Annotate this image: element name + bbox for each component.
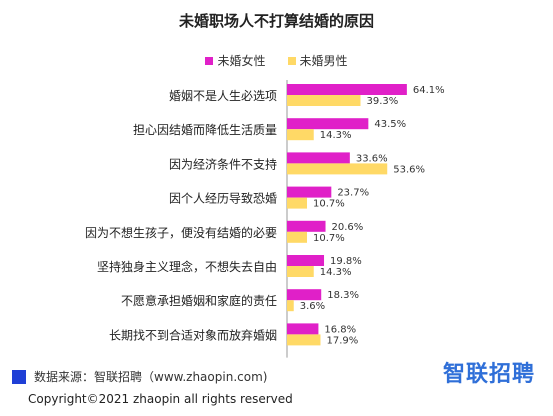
bar-male bbox=[287, 129, 314, 141]
bar-female bbox=[287, 84, 407, 95]
data-label-male: 3.6% bbox=[300, 301, 325, 312]
legend-item-female: 未婚女性 bbox=[205, 52, 266, 69]
bar-male bbox=[287, 334, 321, 346]
source-text: 数据来源：智联招聘（www.zhaopin.com) bbox=[34, 370, 268, 384]
bar-female bbox=[287, 255, 325, 266]
category-label: 坚持独身主义理念，不想失去自由 bbox=[97, 259, 277, 274]
data-label-male: 17.9% bbox=[326, 335, 358, 346]
bar-male bbox=[287, 266, 314, 277]
copyright-text: Copyright©2021 zhaopin all rights reserv… bbox=[28, 392, 293, 406]
data-label-male: 14.3% bbox=[320, 130, 352, 141]
legend-label-male: 未婚男性 bbox=[299, 54, 348, 68]
legend-item-male: 未婚男性 bbox=[287, 52, 348, 69]
data-label-female: 64.1% bbox=[413, 85, 445, 96]
data-label-female: 33.6% bbox=[356, 153, 388, 164]
bar-female bbox=[287, 289, 322, 301]
bar-female bbox=[287, 220, 326, 232]
chart-legend: 未婚女性 未婚男性 bbox=[0, 52, 553, 69]
category-label: 担心因结婚而降低生活质量 bbox=[133, 123, 277, 137]
data-label-female: 18.3% bbox=[327, 290, 359, 301]
legend-swatch-male bbox=[287, 56, 296, 65]
brand-logo: 智联招聘 bbox=[442, 362, 535, 387]
bar-male bbox=[287, 163, 388, 175]
data-label-female: 43.5% bbox=[374, 119, 406, 130]
category-label: 长期找不到合适对象而放弃婚姻 bbox=[109, 327, 277, 342]
category-label: 因为经济条件不支持 bbox=[169, 156, 277, 171]
category-label: 因个人经历导致恐婚 bbox=[169, 192, 277, 206]
data-label-female: 19.8% bbox=[330, 256, 362, 267]
data-label-female: 23.7% bbox=[337, 188, 369, 199]
bar-male bbox=[287, 300, 294, 312]
bar-female bbox=[287, 186, 332, 198]
source-marker bbox=[12, 369, 26, 384]
data-label-male: 10.7% bbox=[313, 199, 345, 210]
legend-label-female: 未婚女性 bbox=[217, 54, 266, 68]
legend-swatch-female bbox=[205, 56, 214, 65]
data-source: 数据来源：智联招聘（www.zhaopin.com) bbox=[12, 368, 267, 385]
data-label-male: 10.7% bbox=[313, 233, 345, 244]
category-label: 婚姻不是人生必选项 bbox=[169, 88, 277, 103]
bar-female bbox=[287, 323, 319, 335]
data-label-male: 14.3% bbox=[320, 267, 352, 278]
bar-female bbox=[287, 152, 350, 164]
data-label-male: 39.3% bbox=[366, 96, 398, 107]
bar-male bbox=[287, 231, 308, 243]
data-label-male: 53.6% bbox=[393, 164, 425, 175]
bar-male bbox=[287, 197, 308, 209]
bar-male bbox=[287, 95, 361, 106]
category-label: 不愿意承担婚姻和家庭的责任 bbox=[121, 293, 277, 308]
category-label: 因为不想生孩子，便没有结婚的必要 bbox=[85, 225, 277, 240]
data-label-female: 16.8% bbox=[324, 324, 356, 335]
data-label-female: 20.6% bbox=[332, 222, 364, 233]
bar-female bbox=[287, 118, 369, 130]
chart-title: 未婚职场人不打算结婚的原因 bbox=[178, 12, 374, 30]
